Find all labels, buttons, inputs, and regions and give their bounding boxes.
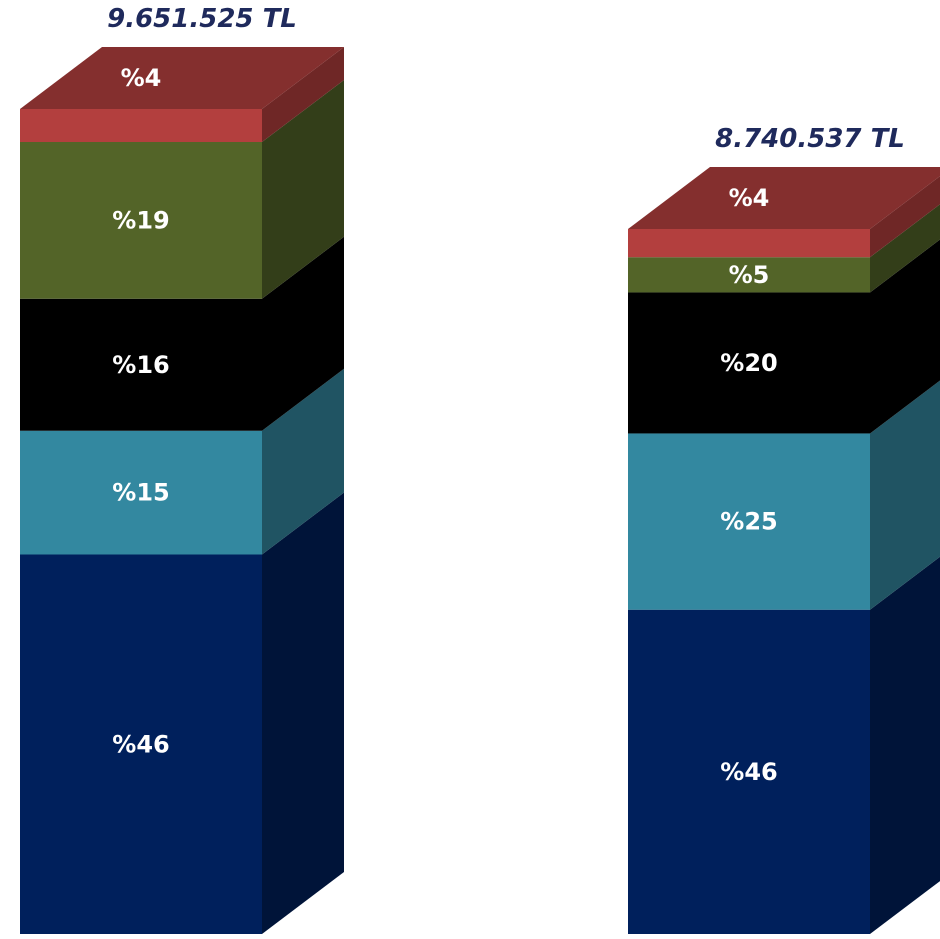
bar-1-segment-5-side [262,47,344,142]
bar-1-segment-3-label: %16 [112,351,169,379]
bar-1-segment-4-side [262,80,344,299]
bar-1-segment-2-front [20,430,262,555]
bar-1-segment-3-side [262,236,344,431]
bar-1-segment-2-label: %15 [112,479,169,507]
bar-2-top-face [628,167,940,229]
bar-2-segment-2-side [870,380,940,610]
bars-group [20,47,940,934]
bar-1-segment-3-front [20,298,262,431]
bar-2-segment-4-side [870,204,940,293]
bar-2-segment-3-front [628,292,870,434]
bar-1-segment-1-side [262,492,344,934]
bar-1-segment-2-side [262,368,344,555]
bar-1-segment-4-label: %19 [112,206,169,234]
bar-1-top-face [20,47,344,109]
bar-2-segment-3-side [870,239,940,434]
bar-1-total-label: 9.651.525 TL [107,4,297,34]
bar-1-segment-5-label: %4 [121,64,162,92]
bar-2-segment-5-label: %4 [729,184,770,212]
bar-2-total-label: 8.740.537 TL [715,124,905,154]
bar-2-segment-2-front [628,433,870,610]
bar-2-segment-1-side [870,556,940,934]
bar-2-segment-5-front [628,229,870,258]
bar-2-segment-4-front [628,257,870,293]
labels-group: %46 %15 %16 %19 %4 9.651.525 TL %46 %25 %20 %5 %4 8… [107,4,905,786]
bar-2-segment-3-label: %20 [720,349,777,377]
bar-2-segment-1-front [628,609,870,934]
bar-1-segment-1-label: %46 [112,730,169,758]
bar-2-segment-4-label: %5 [729,261,770,289]
bar-2-segment-2-label: %25 [720,508,777,536]
bar-1-segment-4-front [20,142,262,299]
bar-1-segment-1-front [20,554,262,934]
bar-2-segment-5-side [870,176,940,258]
bar-2-segment-1-label: %46 [720,758,777,786]
bar-1-segment-5-front [20,109,262,142]
